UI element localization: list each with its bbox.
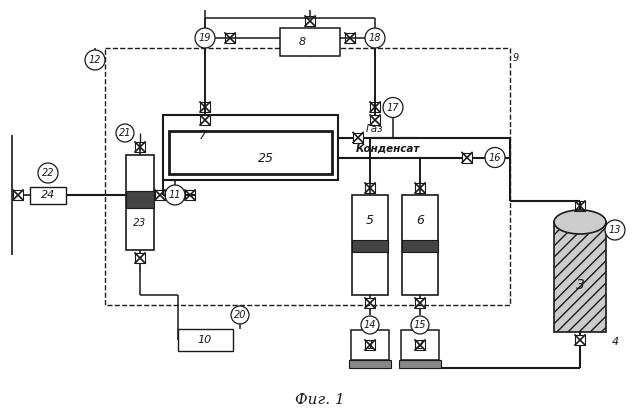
Text: 7: 7 (199, 129, 207, 142)
Text: 17: 17 (387, 103, 399, 112)
Text: 19: 19 (199, 33, 211, 43)
Text: 8: 8 (298, 37, 305, 47)
Text: 25: 25 (257, 151, 273, 164)
Text: 2: 2 (416, 339, 424, 352)
Text: 16: 16 (489, 152, 501, 163)
Bar (169, 131, 332, 174)
Bar (402, 195, 438, 295)
Text: 21: 21 (119, 128, 131, 138)
Text: 6: 6 (416, 213, 424, 227)
Circle shape (365, 28, 385, 48)
Bar (105, 48, 510, 305)
Text: 20: 20 (234, 310, 246, 320)
Circle shape (361, 316, 379, 334)
Text: 11: 11 (169, 190, 181, 200)
Text: Конденсат: Конденсат (356, 144, 420, 154)
Ellipse shape (554, 210, 606, 234)
Text: 5: 5 (366, 213, 374, 227)
Circle shape (231, 306, 249, 324)
Circle shape (605, 220, 625, 240)
Bar (352, 195, 388, 295)
Circle shape (116, 124, 134, 142)
Text: 10: 10 (198, 335, 212, 345)
Text: 9: 9 (513, 53, 519, 63)
Text: 1: 1 (366, 339, 374, 352)
Circle shape (165, 185, 185, 205)
Bar (177, 329, 232, 351)
Bar (351, 330, 389, 360)
Text: 22: 22 (42, 168, 54, 178)
Text: 24: 24 (41, 190, 55, 200)
Bar (126, 191, 154, 208)
Bar (163, 115, 338, 180)
Circle shape (485, 147, 505, 168)
Bar (126, 155, 154, 250)
Text: 13: 13 (609, 225, 621, 235)
Bar (399, 360, 441, 368)
Circle shape (195, 28, 215, 48)
Text: 14: 14 (364, 320, 376, 330)
Bar (280, 28, 340, 56)
Circle shape (85, 50, 105, 70)
Circle shape (411, 316, 429, 334)
Circle shape (383, 98, 403, 117)
Bar (401, 330, 439, 360)
Text: 23: 23 (133, 218, 147, 228)
Text: 18: 18 (369, 33, 381, 43)
Text: 4: 4 (612, 337, 619, 347)
Bar (352, 240, 388, 252)
Text: 15: 15 (413, 320, 426, 330)
Text: Газ: Газ (366, 124, 383, 134)
Bar (349, 360, 391, 368)
Bar (554, 222, 606, 332)
Text: Фиг. 1: Фиг. 1 (295, 393, 345, 407)
Text: 3: 3 (575, 278, 584, 292)
Circle shape (38, 163, 58, 183)
Bar (402, 240, 438, 252)
Bar (30, 186, 66, 203)
Text: 12: 12 (89, 55, 101, 65)
